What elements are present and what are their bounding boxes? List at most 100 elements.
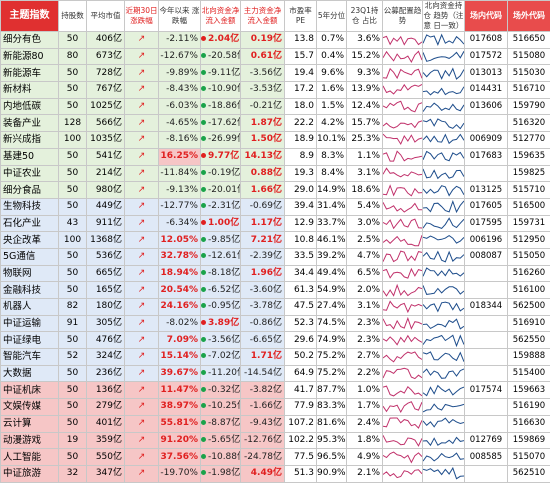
north-sign-dot bbox=[201, 136, 206, 141]
row-pe: 64.9 bbox=[285, 365, 317, 382]
fund-trend-sparkline bbox=[383, 332, 423, 349]
row-pe: 77.9 bbox=[285, 399, 317, 416]
row-name: 生物科技 bbox=[1, 198, 59, 215]
row-name: 新能源80 bbox=[1, 48, 59, 65]
main-value: -3.60亿 bbox=[250, 285, 282, 295]
row-pct5: 74.5% bbox=[317, 315, 347, 332]
row-30d-arrow: ↗ bbox=[125, 248, 159, 265]
row-main: 1.66亿 bbox=[241, 182, 285, 199]
row-mcap: 1368亿 bbox=[87, 232, 125, 249]
row-30d-arrow: ↗ bbox=[125, 349, 159, 366]
north-value: -2.31亿 bbox=[208, 201, 240, 211]
row-holders: 128 bbox=[59, 115, 87, 132]
north-sign-dot bbox=[201, 387, 206, 392]
row-name: 中证机床 bbox=[1, 382, 59, 399]
row-code2: 516910 bbox=[508, 315, 550, 332]
row-north: -12.61亿 bbox=[201, 248, 241, 265]
row-name: 新材料 bbox=[1, 82, 59, 99]
row-main: 1.96亿 bbox=[241, 265, 285, 282]
north-value: -5.65亿 bbox=[208, 435, 240, 445]
north-sign-dot bbox=[201, 120, 206, 125]
row-hold: 25.3% bbox=[347, 132, 383, 149]
row-name: 智能汽车 bbox=[1, 349, 59, 366]
row-pe: 39.4 bbox=[285, 198, 317, 215]
row-code1 bbox=[465, 465, 508, 482]
north-value: -20.01亿 bbox=[208, 185, 241, 195]
sparkline-path bbox=[423, 87, 464, 95]
north-trend-sparkline bbox=[423, 432, 465, 449]
fund-trend-sparkline bbox=[383, 148, 423, 165]
row-hold: 18.6% bbox=[347, 182, 383, 199]
sparkline-path bbox=[383, 135, 422, 145]
north-sign-dot bbox=[201, 170, 206, 175]
north-sign-dot bbox=[201, 203, 206, 208]
row-mcap: 136亿 bbox=[87, 382, 125, 399]
row-mcap: 236亿 bbox=[87, 365, 125, 382]
row-pct5: 10.1% bbox=[317, 132, 347, 149]
north-sign-dot bbox=[201, 287, 206, 292]
north-sign-dot bbox=[201, 420, 206, 425]
row-pct5: 90.9% bbox=[317, 465, 347, 482]
sparkline-path bbox=[383, 151, 422, 161]
row-mcap: 359亿 bbox=[87, 432, 125, 449]
main-value: -0.69亿 bbox=[250, 201, 282, 211]
row-main: -3.78亿 bbox=[241, 299, 285, 316]
sparkline-path bbox=[383, 235, 422, 246]
north-value: -20.58亿 bbox=[208, 51, 241, 61]
sparkline-path bbox=[383, 251, 422, 262]
row-name: 物联网 bbox=[1, 265, 59, 282]
row-holders: 19 bbox=[59, 432, 87, 449]
sparkline-path bbox=[383, 452, 422, 462]
header-main: 主力资金净 流入金额 bbox=[241, 1, 285, 32]
row-pct5: 74.9% bbox=[317, 332, 347, 349]
header-mcap: 平均市值 bbox=[87, 1, 125, 32]
fund-trend-sparkline bbox=[383, 232, 423, 249]
row-code2: 512950 bbox=[508, 232, 550, 249]
main-value: -3.78亿 bbox=[250, 301, 282, 311]
row-hold: 15.2% bbox=[347, 48, 383, 65]
header-hold: 23Q1持仓 占比 bbox=[347, 1, 383, 32]
row-pct5: 14.9% bbox=[317, 182, 347, 199]
row-code2: 159635 bbox=[508, 148, 550, 165]
row-name: 文娱传媒 bbox=[1, 399, 59, 416]
row-name: 央企改革 bbox=[1, 232, 59, 249]
north-sign-dot bbox=[201, 454, 206, 459]
row-ytd: 55.81% bbox=[159, 415, 201, 432]
row-main: -3.82亿 bbox=[241, 382, 285, 399]
row-holders: 50 bbox=[59, 148, 87, 165]
row-30d-arrow: ↗ bbox=[125, 182, 159, 199]
fund-trend-sparkline bbox=[383, 65, 423, 82]
fund-trend-sparkline bbox=[383, 365, 423, 382]
row-name: 新能源车 bbox=[1, 65, 59, 82]
row-holders: 100 bbox=[59, 132, 87, 149]
row-code1: 006909 bbox=[465, 132, 508, 149]
row-pct5: 95.3% bbox=[317, 432, 347, 449]
row-north: -20.58亿 bbox=[201, 48, 241, 65]
row-holders: 50 bbox=[59, 265, 87, 282]
row-mcap: 347亿 bbox=[87, 465, 125, 482]
sparkline-path bbox=[423, 152, 464, 161]
row-code2: 516100 bbox=[508, 282, 550, 299]
row-code2: 515050 bbox=[508, 248, 550, 265]
row-code1 bbox=[465, 349, 508, 366]
row-main: -3.53亿 bbox=[241, 82, 285, 99]
row-pct5: 0.7% bbox=[317, 32, 347, 49]
row-code1 bbox=[465, 365, 508, 382]
north-sign-dot bbox=[201, 86, 206, 91]
row-main: 0.61亿 bbox=[241, 48, 285, 65]
north-trend-sparkline bbox=[423, 299, 465, 316]
row-30d-arrow: ↗ bbox=[125, 65, 159, 82]
main-value: 7.21亿 bbox=[251, 235, 282, 245]
north-trend-sparkline bbox=[423, 382, 465, 399]
row-ytd: 18.94% bbox=[159, 265, 201, 282]
sparkline-path bbox=[383, 352, 422, 362]
row-holders: 32 bbox=[59, 465, 87, 482]
row-hold: 3.0% bbox=[347, 215, 383, 232]
table-row: 新材料50767亿↗-8.43%-10.90亿-3.53亿17.21.6%13.… bbox=[1, 82, 550, 99]
row-mcap: 401亿 bbox=[87, 415, 125, 432]
sparkline-path bbox=[423, 103, 464, 111]
north-trend-sparkline bbox=[423, 232, 465, 249]
fund-trend-sparkline bbox=[383, 315, 423, 332]
north-sign-dot bbox=[201, 303, 206, 308]
